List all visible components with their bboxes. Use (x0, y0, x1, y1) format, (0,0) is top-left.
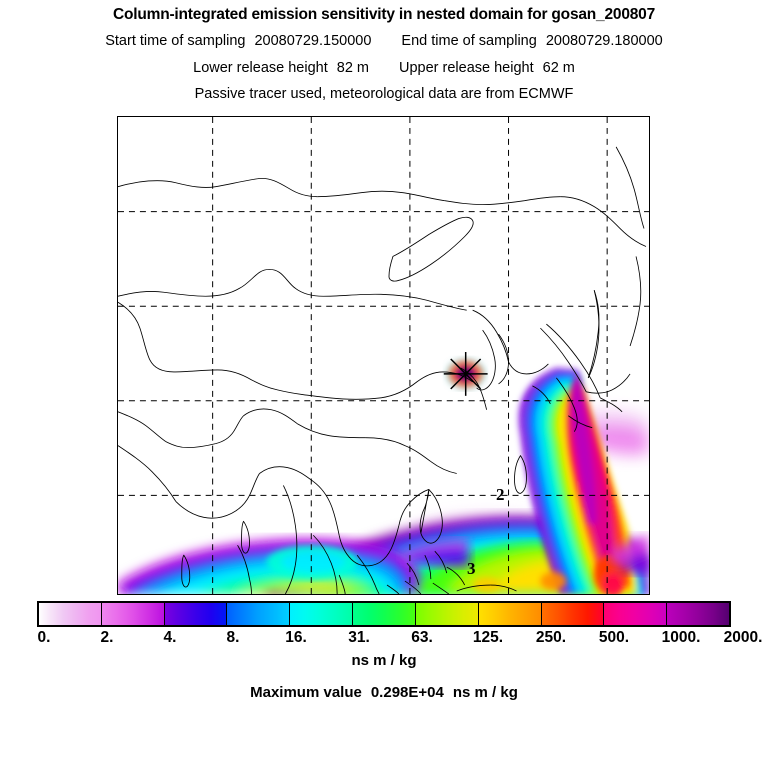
sampling-time-line: Start time of sampling 20080729.150000 End… (0, 33, 768, 49)
colorbar-tick-7: 125. (472, 629, 504, 646)
colorbar-segment-7 (477, 603, 541, 625)
colorbar-segment-4 (289, 603, 353, 625)
end-time-label: End time of sampling (401, 33, 537, 49)
colorbar-tick-8: 250. (535, 629, 567, 646)
maximum-value-units: ns m / kg (452, 684, 518, 701)
colorbar-ticks: 0. 2. 4. 8. 16. 31. 63. 125. 250. 500. 1… (0, 629, 768, 649)
colorbar-segment-1 (100, 603, 164, 625)
colorbar-segment-3 (226, 603, 290, 625)
colorbar-units-label: ns m / kg (351, 652, 417, 669)
maximum-value-label: Maximum value (250, 684, 362, 701)
colorbar[interactable] (37, 601, 731, 627)
maximum-value-number: 0.298E+04 (370, 684, 444, 701)
lower-release-value: 82 m (336, 60, 369, 76)
colorbar-tick-1: 2. (100, 629, 114, 646)
colorbar-tick-11: 2000. (723, 629, 763, 646)
tracer-note: Passive tracer used, meteorological data… (194, 86, 574, 102)
colorbar-segment-8 (540, 603, 604, 625)
coastline-overlay (118, 146, 647, 594)
star-marker (443, 352, 488, 396)
contour-label-3: 3 (467, 559, 476, 578)
lower-release-label: Lower release height (193, 60, 328, 76)
colorbar-tick-3: 8. (226, 629, 240, 646)
upper-release-label: Upper release height (399, 60, 534, 76)
colorbar-segment-6 (414, 603, 478, 625)
colorbar-segment-5 (352, 603, 415, 625)
maximum-value-line: Maximum value 0.298E+04 ns m / kg (0, 684, 768, 701)
emission-sensitivity-field (118, 358, 649, 594)
colorbar-segment-0 (39, 603, 101, 625)
colorbar-tick-2: 4. (163, 629, 177, 646)
map-inner: 2 3 (118, 117, 649, 594)
end-time-value: 20080729.180000 (545, 33, 663, 49)
contour-label-2: 2 (496, 485, 505, 504)
colorbar-tick-0: 0. (37, 629, 51, 646)
start-time-label: Start time of sampling (105, 33, 246, 49)
colorbar-tick-5: 31. (348, 629, 370, 646)
colorbar-segment-2 (163, 603, 227, 625)
colorbar-segment-10 (666, 603, 729, 625)
map-gridlines (118, 117, 649, 594)
colorbar-tick-9: 500. (598, 629, 630, 646)
upper-release-value: 62 m (542, 60, 575, 76)
colorbar-segment-9 (603, 603, 667, 625)
release-height-line: Lower release height 82 m Upper release he… (0, 60, 768, 76)
map-panel[interactable]: 2 3 (117, 116, 650, 595)
colorbar-tick-6: 63. (411, 629, 433, 646)
page-title: Column-integrated emission sensitivity i… (112, 6, 656, 23)
colorbar-tick-10: 1000. (661, 629, 701, 646)
colorbar-tick-4: 16. (285, 629, 307, 646)
start-time-value: 20080729.150000 (254, 33, 372, 49)
